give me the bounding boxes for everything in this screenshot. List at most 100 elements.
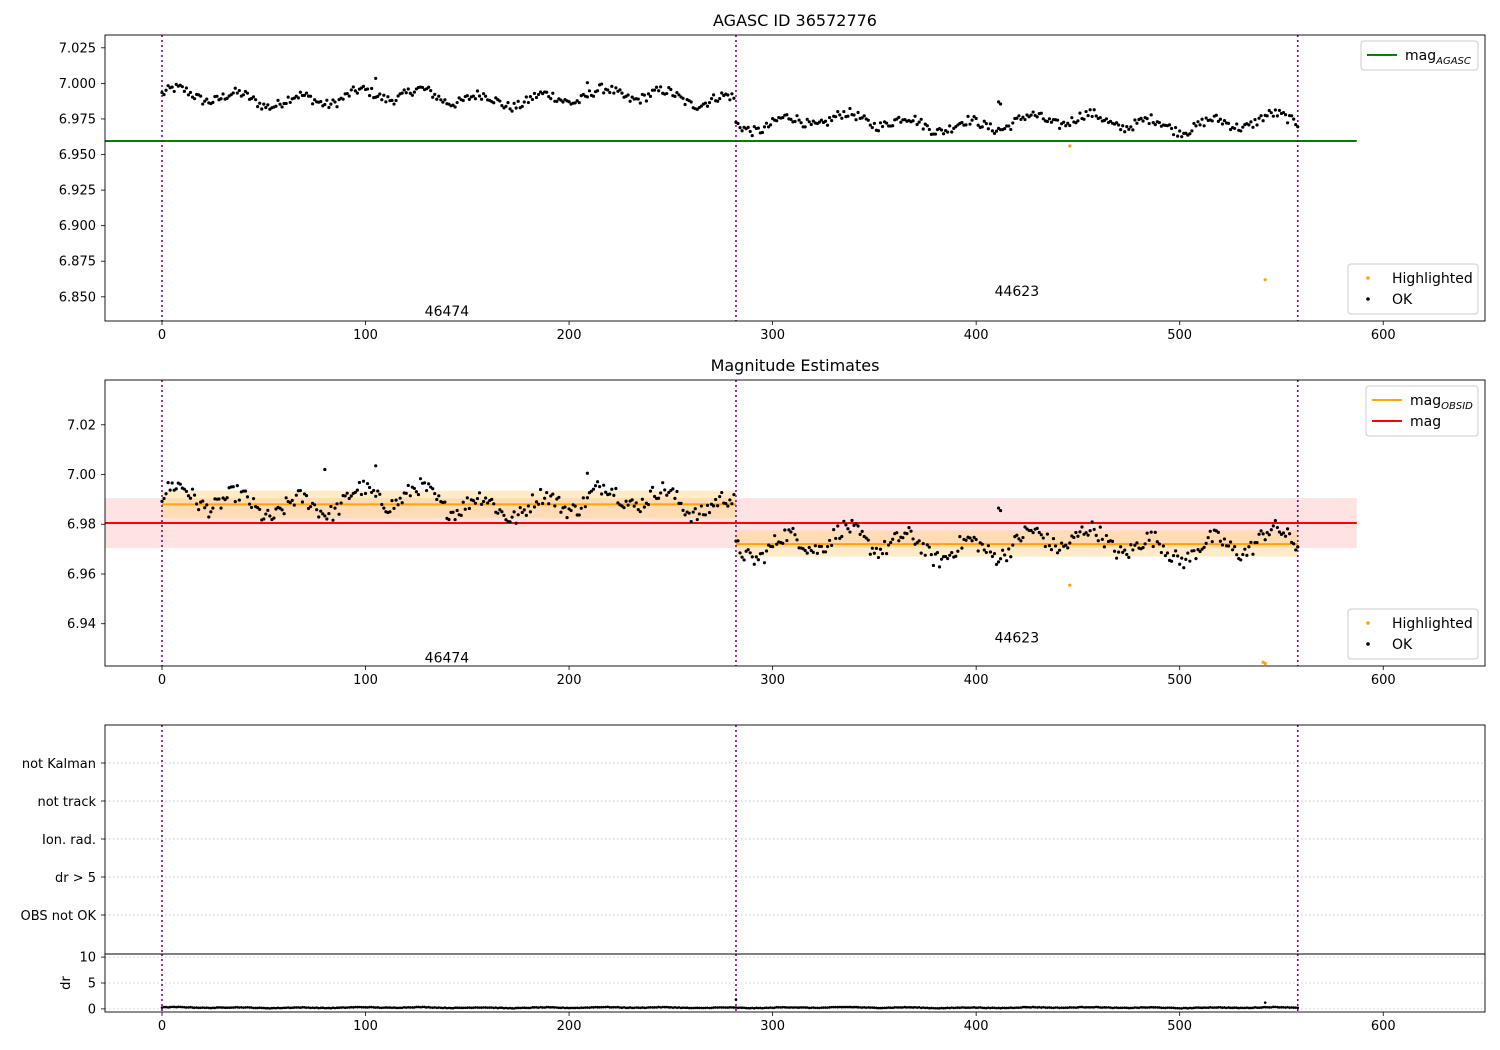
dr-data-point — [946, 1006, 949, 1010]
data-point-ok — [1235, 553, 1239, 557]
dr-data-point — [429, 1006, 432, 1009]
data-point-ok — [1021, 115, 1025, 119]
dr-data-point — [757, 1006, 760, 1010]
dr-data-point — [620, 1006, 624, 1010]
data-point-ok — [288, 500, 292, 505]
data-point-ok — [659, 491, 663, 495]
data-point-ok — [345, 491, 349, 495]
data-point-ok — [610, 487, 614, 491]
data-point-ok — [711, 93, 716, 97]
data-point-ok — [1269, 528, 1273, 532]
data-point-ok — [716, 99, 720, 103]
dr-data-point — [187, 1006, 190, 1009]
dr-data-point — [476, 1006, 479, 1009]
data-point-highlighted — [1068, 583, 1072, 587]
data-point-ok — [748, 551, 752, 555]
data-point-ok — [811, 119, 815, 123]
dr-data-point — [425, 1006, 428, 1009]
dr-data-point — [1107, 1006, 1110, 1009]
data-point-ok — [1064, 124, 1068, 128]
data-point-ok — [276, 98, 280, 102]
data-point-ok — [1076, 534, 1080, 538]
data-point-ok — [624, 499, 628, 503]
data-point-ok — [386, 95, 390, 99]
data-point-ok — [308, 94, 313, 98]
data-point-ok — [771, 544, 775, 549]
dr-data-point — [1196, 1006, 1200, 1009]
data-point-ok — [1265, 531, 1269, 535]
dr-data-point — [606, 1005, 610, 1009]
dr-data-point — [655, 1006, 658, 1009]
data-point-ok — [834, 536, 838, 541]
data-point-ok — [740, 129, 744, 133]
data-point-ok — [982, 119, 986, 123]
data-point-ok — [536, 502, 541, 506]
data-point-ok — [1176, 554, 1180, 558]
dr-data-point — [1269, 1006, 1273, 1009]
data-point-ok — [732, 493, 736, 497]
data-point-ok — [1275, 525, 1279, 530]
data-point-ok — [683, 513, 687, 517]
data-point-ok — [1001, 548, 1005, 552]
data-point-ok — [996, 506, 1001, 510]
data-point-ok — [1169, 559, 1174, 563]
dr-data-point — [284, 1006, 288, 1010]
data-point-ok — [447, 518, 451, 522]
data-point-ok — [579, 506, 583, 510]
dr-panel: 0 100 200 300 400 500 600 0 5 10 dr — [59, 951, 1486, 1034]
data-point-ok — [286, 95, 290, 99]
data-point-ok — [1119, 545, 1123, 549]
data-point-ok — [427, 482, 431, 486]
data-point-ok — [1174, 125, 1178, 130]
data-point-ok — [1015, 533, 1019, 537]
data-point-ok — [636, 97, 640, 101]
dr-data-point — [248, 1006, 251, 1009]
data-point-ok — [327, 105, 331, 110]
dr-data-point — [577, 1006, 581, 1010]
dr-data-point — [236, 1005, 239, 1009]
data-point-ok — [760, 551, 765, 555]
data-point-ok — [728, 98, 732, 102]
data-point-ok — [166, 84, 170, 88]
dr-data-point — [869, 1006, 872, 1009]
dr-data-point — [435, 1006, 439, 1010]
data-point-ok — [781, 115, 785, 120]
data-point-ok — [785, 538, 789, 543]
y-tick-label: 6.925 — [59, 184, 96, 199]
data-point-ok — [561, 100, 565, 104]
data-point-ok — [1216, 530, 1220, 534]
dr-data-point — [557, 1006, 561, 1010]
data-point-ok — [467, 97, 471, 101]
dr-data-point — [820, 1006, 823, 1009]
data-point-ok — [703, 101, 708, 105]
data-point-ok — [541, 501, 545, 506]
x-tick-label: 0 — [158, 1019, 166, 1034]
data-point-ok — [547, 502, 551, 506]
data-point-ok — [711, 504, 716, 508]
dr-data-point — [571, 1006, 575, 1010]
legend-box — [1365, 385, 1479, 437]
data-point-ok — [850, 518, 854, 523]
data-point-ok — [484, 496, 488, 500]
data-point-ok — [516, 513, 520, 517]
dr-data-point — [433, 1006, 437, 1009]
data-point-ok — [695, 517, 699, 522]
dr-data-point — [537, 1006, 540, 1009]
dr-data-point — [942, 1006, 945, 1010]
dr-data-point — [799, 1006, 803, 1009]
data-point-ok — [915, 122, 919, 127]
dr-data-point — [398, 1006, 402, 1010]
data-point-ok — [809, 548, 813, 553]
data-point-ok — [1078, 111, 1082, 115]
data-point-ok — [207, 515, 211, 519]
dr-data-point — [551, 1005, 555, 1009]
data-point-ok — [1265, 114, 1269, 118]
dr-data-point — [901, 1006, 905, 1009]
data-point-ok — [1068, 123, 1072, 128]
data-point-ok — [522, 100, 526, 104]
dr-data-point — [172, 1005, 176, 1009]
data-point-ok — [388, 510, 392, 514]
data-point-ok — [630, 498, 634, 502]
dr-data-point — [887, 1006, 890, 1009]
dr-data-point — [221, 1006, 225, 1009]
